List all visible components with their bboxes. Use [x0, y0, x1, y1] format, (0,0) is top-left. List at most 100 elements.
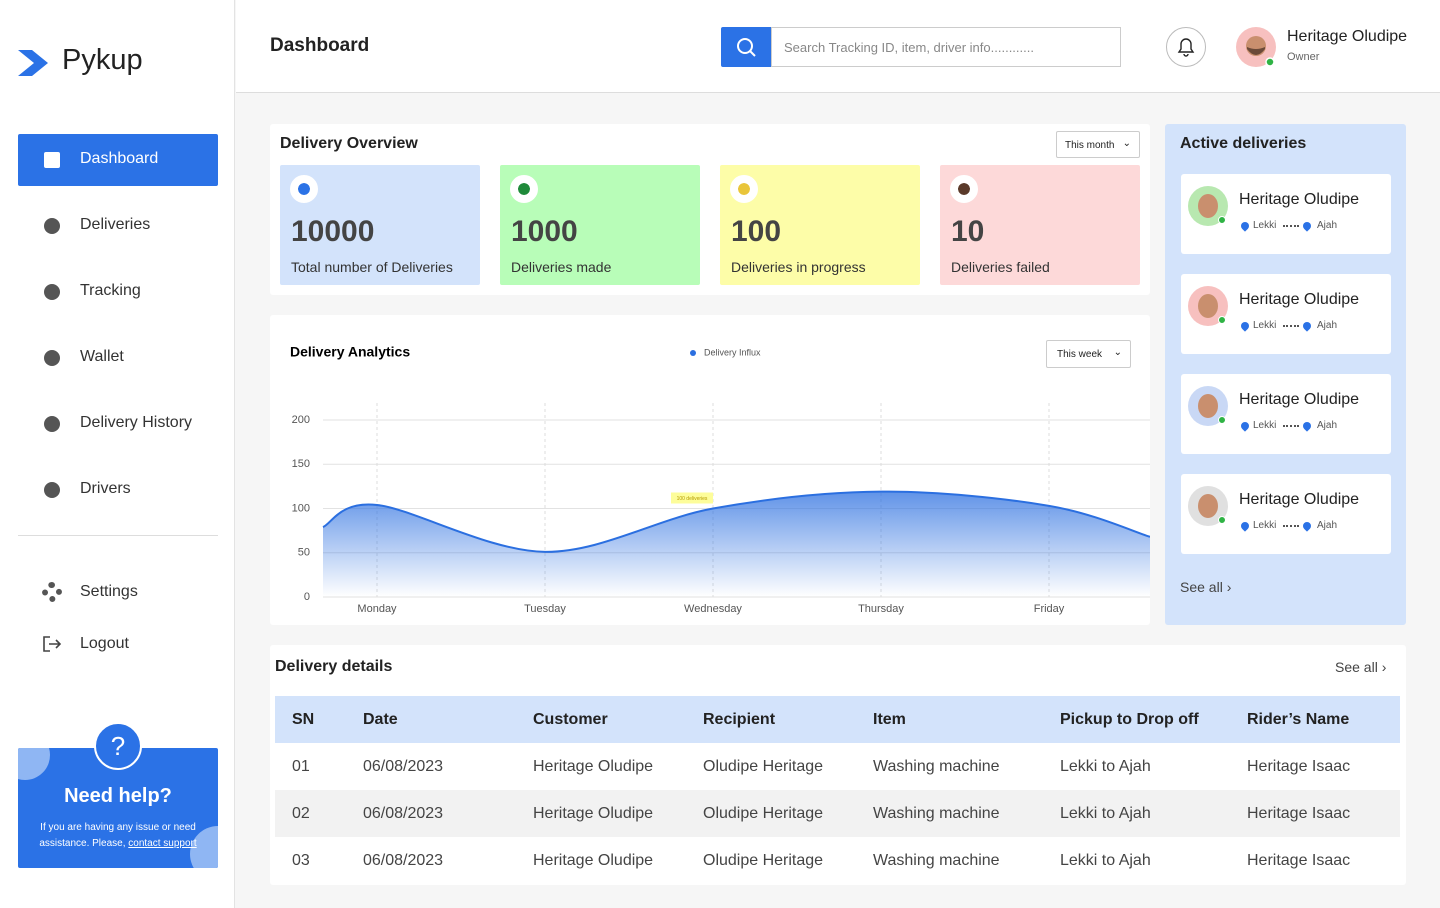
stat-icon	[950, 175, 978, 203]
rider-avatar	[1188, 286, 1228, 326]
brand: Pykup	[62, 44, 143, 76]
nav-item[interactable]: Tracking	[80, 282, 141, 299]
stat-card: 1000 Deliveries made	[500, 165, 700, 285]
overview-card: Delivery Overview This month ⌄ 10000 Total…	[270, 124, 1150, 295]
notification-button[interactable]	[1166, 27, 1206, 67]
active-item: Heritage Oludipe Lekki Ajah	[1181, 374, 1391, 454]
search-button[interactable]	[721, 27, 771, 67]
settings-link[interactable]: Settings	[80, 583, 138, 600]
column-header: Rider’s Name	[1247, 711, 1350, 728]
details-card: Delivery details See all › SN Date Custome…	[270, 645, 1406, 885]
rider-avatar	[1188, 386, 1228, 426]
stat-label: Deliveries failed	[951, 259, 1050, 275]
face	[1198, 494, 1218, 518]
y-tick-label: 0	[304, 591, 310, 603]
nav-item[interactable]: Wallet	[80, 348, 124, 365]
nav-icon	[44, 482, 60, 498]
period-dropdown[interactable]: This month ⌄	[1056, 131, 1140, 158]
see-all-label: See all	[1335, 659, 1378, 675]
table-cell: Washing machine	[873, 758, 1000, 775]
annotation: 100 deliveries	[677, 496, 708, 502]
stat-value: 100	[731, 215, 782, 248]
overview-title: Delivery Overview	[280, 135, 418, 152]
x-tick-label: Monday	[357, 603, 397, 615]
table-cell: Heritage Oludipe	[533, 805, 654, 822]
route-dots	[1283, 525, 1299, 527]
x-tick-label: Thursday	[858, 603, 904, 615]
pin	[1301, 520, 1313, 532]
stat-label: Total number of Deliveries	[291, 259, 453, 275]
nav-icon	[44, 416, 60, 432]
face	[1198, 194, 1218, 218]
rider-name: Heritage Oludipe	[1239, 491, 1360, 508]
help-link[interactable]: contact support	[128, 838, 197, 849]
column-header: Recipient	[703, 711, 776, 728]
stat-card: 10 Deliveries failed	[940, 165, 1140, 285]
active-item: Heritage Oludipe Lekki Ajah	[1181, 274, 1391, 354]
route-to: Ajah	[1317, 520, 1338, 531]
route-dots	[1283, 325, 1299, 327]
table-cell: 06/08/2023	[363, 852, 444, 869]
route-from: Lekki	[1253, 220, 1277, 231]
x-tick-label: Friday	[1034, 603, 1065, 615]
x-tick-label: Tuesday	[524, 603, 566, 615]
x-tick-label: Wednesday	[684, 603, 742, 615]
active-title: Active deliveries	[1180, 135, 1307, 152]
chart-period-dropdown[interactable]: This week ⌄	[1046, 340, 1131, 368]
nav-item[interactable]: Dashboard	[80, 150, 159, 167]
face	[1198, 294, 1218, 318]
nav-icon	[44, 218, 60, 234]
rider-avatar	[1188, 186, 1228, 226]
active-see-all[interactable]: See all ›	[1180, 579, 1232, 595]
help-icon: ?	[94, 722, 142, 770]
table-cell: Washing machine	[873, 852, 1000, 869]
search-input[interactable]: Search Tracking ID, item, driver info...…	[771, 27, 1121, 67]
table-header: SN Date Customer Recipient Item Pickup to Dro…	[275, 696, 1400, 743]
active-item: Heritage Oludipe Lekki Ajah	[1181, 474, 1391, 554]
period-label: This month	[1065, 140, 1115, 151]
stat-label: Deliveries in progress	[731, 259, 866, 275]
annotation-box	[671, 492, 713, 504]
y-tick-label: 100	[292, 502, 310, 514]
table-cell: Oludipe Heritage	[703, 852, 824, 869]
y-tick-label: 150	[292, 458, 310, 470]
pin	[1239, 420, 1251, 432]
logo-icon	[18, 50, 48, 76]
route-to: Ajah	[1317, 420, 1338, 431]
table-cell: 03	[292, 852, 310, 869]
route-from: Lekki	[1253, 420, 1277, 431]
area	[323, 491, 1150, 597]
rider-name: Heritage Oludipe	[1239, 391, 1360, 408]
logout-link[interactable]: Logout	[80, 635, 129, 652]
column-header: Customer	[533, 711, 608, 728]
stat-value: 1000	[511, 215, 578, 248]
settings-icon	[42, 582, 62, 602]
legend-label: Delivery Influx	[704, 347, 761, 357]
chart-title: Delivery Analytics	[290, 344, 410, 360]
rider-avatar	[1188, 486, 1228, 526]
route-from: Lekki	[1253, 520, 1277, 531]
online-dot	[1218, 316, 1226, 324]
active-panel: Active deliveries Heritage Oludipe Lekki A…	[1165, 124, 1406, 625]
user-name: Heritage Oludipe	[1287, 28, 1408, 45]
details-see-all[interactable]: See all ›	[1335, 659, 1387, 675]
stat-icon	[290, 175, 318, 203]
stat-icon	[510, 175, 538, 203]
pin	[1239, 320, 1251, 332]
analytics-card: Delivery Analytics 0 50 100 150 200 Monday Tue…	[270, 315, 1150, 625]
table-cell: Oludipe Heritage	[703, 805, 824, 822]
online-dot	[1218, 516, 1226, 524]
help-title: Need help?	[64, 785, 172, 807]
divider	[18, 535, 218, 536]
column-header: SN	[292, 711, 315, 728]
nav-item[interactable]: Delivery History	[80, 414, 193, 431]
details-title: Delivery details	[275, 658, 393, 675]
table-cell: Heritage Isaac	[1247, 852, 1351, 869]
chart: Delivery Analytics 0 50 100 150 200 Monday Tue…	[290, 344, 1150, 615]
nav-item[interactable]: Deliveries	[80, 216, 151, 233]
online-dot	[1218, 416, 1226, 424]
route-to: Ajah	[1317, 220, 1338, 231]
legend-dot	[690, 350, 696, 356]
pin	[1239, 220, 1251, 232]
nav-item[interactable]: Drivers	[80, 480, 131, 497]
